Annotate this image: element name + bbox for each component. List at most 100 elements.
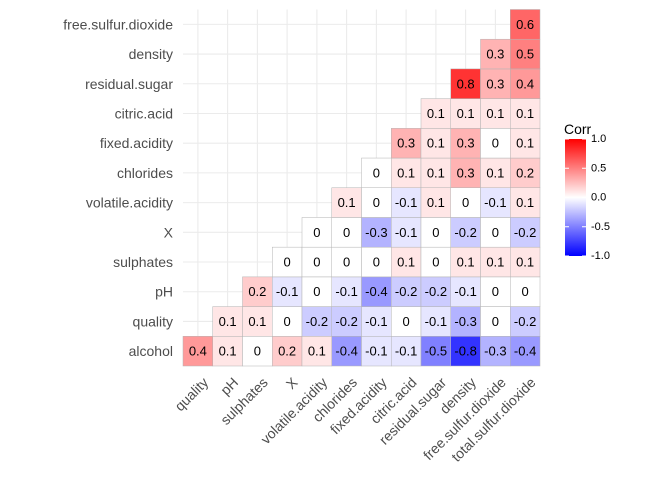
heatmap-cell xyxy=(480,246,511,278)
color-legend: Corr 1.0 0.5 0.0 -0.5 -1.0 xyxy=(564,121,610,262)
cell-value-label: -0.1 xyxy=(395,195,417,210)
cell-value-label: 0.3 xyxy=(457,136,475,151)
heatmap-cell xyxy=(272,306,303,337)
cell-value-label: 0 xyxy=(403,314,410,329)
heatmap-cell xyxy=(420,187,451,218)
cell-value-label: 0 xyxy=(492,284,499,299)
heatmap-cell xyxy=(301,217,332,248)
cell-value-label: 0.1 xyxy=(516,136,534,151)
heatmap-cell xyxy=(391,217,422,248)
heatmap-cell xyxy=(391,336,422,367)
cell-value-label: 0 xyxy=(254,344,261,359)
heatmap-cell xyxy=(420,336,451,367)
y-tick-label: quality xyxy=(133,313,173,329)
heatmap-cell xyxy=(450,276,481,307)
heatmap-cell xyxy=(391,276,422,307)
cell-value-label: 0.1 xyxy=(486,106,504,121)
cell-value-label: -0.4 xyxy=(514,344,536,359)
cell-value-label: 0 xyxy=(492,136,499,151)
heatmap-cell xyxy=(361,276,392,307)
cell-value-label: 0.1 xyxy=(338,195,356,210)
cell-value-label: 0.3 xyxy=(457,165,475,180)
cell-value-label: 0 xyxy=(313,255,320,270)
cell-value-label: -0.2 xyxy=(454,225,476,240)
cell-value-label: 0.1 xyxy=(427,136,445,151)
cell-value-label: -0.1 xyxy=(365,314,387,329)
y-tick-label: X xyxy=(164,224,174,240)
y-tick-label: sulphates xyxy=(113,254,173,270)
heatmap-cell xyxy=(480,128,511,159)
heatmap-cell xyxy=(301,246,332,278)
cell-value-label: 0 xyxy=(343,255,350,270)
cell-value-label: -0.1 xyxy=(425,314,447,329)
heatmap-cell xyxy=(331,187,362,218)
heatmap-cell xyxy=(361,157,392,189)
heatmap-cell xyxy=(510,187,541,218)
cell-value-label: 0.1 xyxy=(397,165,415,180)
heatmap-cell xyxy=(391,128,422,159)
heatmap-cell xyxy=(510,9,541,40)
y-tick-label: pH xyxy=(155,284,173,300)
cell-value-label: 0 xyxy=(522,284,529,299)
cell-value-label: -0.1 xyxy=(395,225,417,240)
heatmap-cell xyxy=(510,336,541,367)
heatmap-cell xyxy=(480,217,511,248)
cell-value-label: -0.3 xyxy=(454,314,476,329)
cell-value-label: 0 xyxy=(462,195,469,210)
heatmap-cell xyxy=(361,306,392,337)
cell-value-label: -0.2 xyxy=(514,225,536,240)
heatmap-cell xyxy=(212,306,243,337)
heatmap-cell xyxy=(450,187,481,218)
heatmap-cell xyxy=(450,217,481,248)
cell-value-label: 0.4 xyxy=(516,76,534,91)
heatmap-cell xyxy=(450,68,481,99)
heatmap-cell xyxy=(420,306,451,337)
cell-value-label: 0.3 xyxy=(486,47,504,62)
cell-value-label: 0.1 xyxy=(457,106,475,121)
cell-value-label: 0.1 xyxy=(219,344,237,359)
cell-value-label: 0 xyxy=(284,255,291,270)
cell-value-label: -0.3 xyxy=(365,225,387,240)
heatmap-cell xyxy=(510,38,541,70)
cell-value-label: 0.3 xyxy=(486,76,504,91)
legend-title: Corr xyxy=(564,121,592,137)
cell-value-label: 0 xyxy=(373,195,380,210)
y-tick-label: chlorides xyxy=(117,165,173,181)
cell-value-label: 0 xyxy=(313,284,320,299)
y-tick-label: citric.acid xyxy=(115,105,173,121)
cell-value-label: 0 xyxy=(432,225,439,240)
heatmap-cell xyxy=(361,246,392,278)
heatmap-cell xyxy=(510,217,541,248)
heatmap-cell xyxy=(301,276,332,307)
cell-value-label: -0.5 xyxy=(425,344,447,359)
y-tick-label: fixed.acidity xyxy=(100,135,173,151)
cell-value-label: 0 xyxy=(343,225,350,240)
heatmap-cell xyxy=(301,306,332,337)
x-tick-label: quality xyxy=(171,374,211,414)
heatmap-cell xyxy=(361,336,392,367)
cell-value-label: -0.2 xyxy=(425,284,447,299)
heatmap-cell xyxy=(480,306,511,337)
heatmap-cell xyxy=(510,246,541,278)
heatmap-cell xyxy=(510,68,541,99)
cell-value-label: 0.2 xyxy=(278,344,296,359)
x-tick-label: X xyxy=(283,374,301,392)
heatmap-cell xyxy=(480,276,511,307)
cell-value-label: 0.4 xyxy=(189,344,207,359)
y-axis-tick-labels: alcohol quality pH sulphates Xvolatile.acidi… xyxy=(63,16,173,359)
cell-value-label: -0.2 xyxy=(306,314,328,329)
heatmap-cell xyxy=(212,336,243,367)
heatmap-cell xyxy=(480,98,511,129)
heatmap-cell xyxy=(510,157,541,189)
legend-tick-label: 0.5 xyxy=(591,162,606,174)
cell-value-label: 0 xyxy=(492,314,499,329)
cell-value-label: 0.1 xyxy=(248,314,266,329)
cell-value-label: 0.6 xyxy=(516,17,534,32)
x-tick-label: pH xyxy=(217,374,241,398)
cell-value-label: -0.1 xyxy=(276,284,298,299)
cell-value-label: 0.1 xyxy=(516,106,534,121)
cell-value-label: 0.8 xyxy=(457,76,475,91)
legend-tick-label: -0.5 xyxy=(591,221,610,233)
